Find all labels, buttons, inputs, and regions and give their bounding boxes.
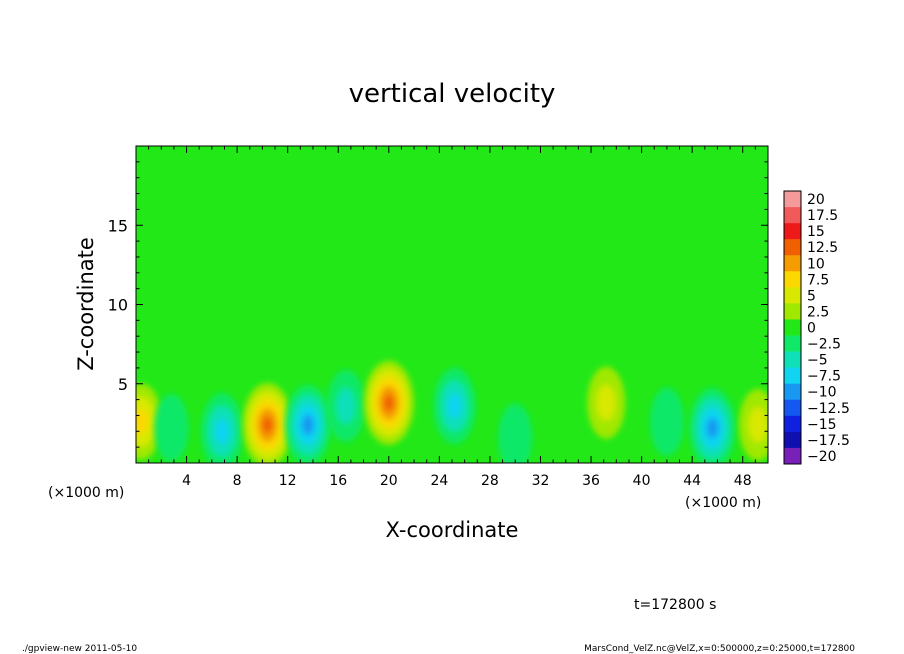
- colorbar-swatch: [784, 255, 801, 272]
- velocity-anomaly: [136, 383, 163, 460]
- x-tick-label: 32: [532, 473, 550, 489]
- chart-title: vertical velocity: [349, 79, 556, 109]
- y-tick-label: 5: [118, 375, 128, 394]
- colorbar-swatch: [784, 399, 801, 417]
- colorbar-label: 7.5: [807, 272, 829, 288]
- colorbar-label: 5: [807, 288, 816, 304]
- x-tick-label: 12: [279, 473, 297, 489]
- x-tick-label: 40: [633, 473, 651, 489]
- x-tick-label: 48: [734, 473, 752, 489]
- x-tick-label: 4: [182, 473, 191, 489]
- colorbar-swatch: [784, 223, 801, 240]
- colorbar-swatch: [784, 303, 801, 320]
- x-tick-label: 36: [582, 473, 600, 489]
- colorbar-label: −20: [807, 449, 837, 465]
- colorbar-swatch: [784, 367, 801, 385]
- colorbar-label: −15: [807, 417, 837, 433]
- colorbar-swatch: [784, 319, 801, 336]
- x-tick-label: 44: [683, 473, 701, 489]
- x-tick-label: 20: [380, 473, 398, 489]
- colorbar-swatch: [784, 207, 801, 224]
- colorbar-swatch: [784, 431, 801, 449]
- x-axis-label: X-coordinate: [386, 518, 519, 542]
- velocity-anomaly: [326, 369, 365, 442]
- velocity-anomaly: [242, 382, 293, 463]
- velocity-anomaly: [689, 388, 736, 463]
- colorbar-swatch: [784, 287, 801, 304]
- colorbar-label: 20: [807, 192, 825, 208]
- colorbar-swatch: [784, 415, 801, 433]
- velocity-anomaly: [498, 403, 533, 463]
- x-axis-ticks: 4 8 12 16 20 24 28 32 36 40 44 48: [148, 146, 756, 489]
- velocity-anomaly: [284, 384, 331, 463]
- colorbar-label: −12.5: [807, 401, 850, 417]
- x-tick-label: 24: [430, 473, 448, 489]
- colorbar-label: 15: [807, 224, 825, 240]
- colorbar-label: −10: [807, 385, 837, 401]
- colorbar-label: 0: [807, 321, 816, 337]
- colorbar-label: 17.5: [807, 208, 838, 224]
- velocity-anomaly: [587, 366, 626, 439]
- colorbar-label: 2.5: [807, 304, 829, 320]
- colorbar-swatch: [784, 351, 801, 368]
- x-tick-label: 8: [233, 473, 242, 489]
- colorbar-label: 10: [807, 256, 825, 272]
- colorbar-frame: [783, 190, 802, 465]
- colorbar: 2017.51512.5107.552.50−2.5−5−7.5−10−12.5…: [783, 190, 850, 465]
- colorbar-swatch: [784, 447, 801, 465]
- velocity-anomaly: [363, 360, 414, 445]
- colorbar-label: −7.5: [807, 369, 841, 385]
- colorbar-label: −17.5: [807, 433, 850, 449]
- footer-right: MarsCond_VelZ.nc@VelZ,x=0:500000,z=0:250…: [584, 644, 855, 654]
- colorbar-swatch: [784, 383, 801, 401]
- velocity-anomaly: [649, 387, 684, 456]
- y-tick-label: 15: [108, 216, 128, 235]
- colorbar-swatch: [784, 191, 801, 208]
- velocity-anomaly: [200, 393, 243, 463]
- y-axis-label: Z-coordinate: [74, 237, 98, 371]
- x-unit-label-left: (×1000 m): [48, 485, 124, 501]
- x-tick-label: 16: [329, 473, 347, 489]
- velocity-field: [136, 360, 768, 463]
- colorbar-swatch: [784, 239, 801, 256]
- y-axis-ticks: 5 10 15: [108, 161, 768, 448]
- time-label: t=172800 s: [634, 597, 716, 613]
- velocity-anomaly: [154, 394, 189, 463]
- colorbar-label: −2.5: [807, 337, 841, 353]
- colorbar-label: −5: [807, 353, 828, 369]
- x-tick-label: 28: [481, 473, 499, 489]
- colorbar-swatch: [784, 271, 801, 288]
- y-tick-label: 10: [108, 296, 128, 315]
- footer-left: ./gpview-new 2011-05-10: [22, 644, 137, 654]
- colorbar-label: 12.5: [807, 240, 838, 256]
- velocity-anomaly: [738, 388, 768, 461]
- velocity-anomaly: [433, 367, 476, 444]
- x-unit-label-right: (×1000 m): [685, 495, 761, 511]
- colorbar-swatch: [784, 335, 801, 352]
